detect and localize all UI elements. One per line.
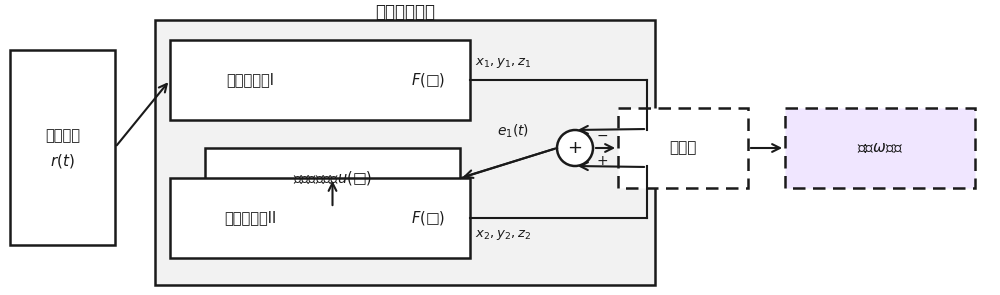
- Bar: [10, 50, 115, 245]
- Text: $F($□$)$: $F($□$)$: [411, 71, 445, 89]
- Text: 频率$\omega$估计: 频率$\omega$估计: [857, 140, 903, 155]
- Text: $-$: $-$: [596, 128, 608, 142]
- Text: 混沌子系统I: 混沌子系统I: [226, 73, 274, 88]
- Text: $+$: $+$: [596, 154, 608, 168]
- Text: $x_1, y_1, z_1$: $x_1, y_1, z_1$: [475, 56, 531, 70]
- Text: 混沌同步系统: 混沌同步系统: [375, 3, 435, 21]
- Text: $F($□$)$: $F($□$)$: [411, 209, 445, 227]
- Text: $+$: $+$: [567, 139, 583, 157]
- Text: $r(t)$: $r(t)$: [50, 153, 75, 171]
- Bar: [170, 40, 470, 120]
- Text: $e_1(t)$: $e_1(t)$: [497, 123, 530, 140]
- Bar: [170, 178, 470, 258]
- Bar: [785, 108, 975, 188]
- Text: 待测信号: 待测信号: [45, 128, 80, 143]
- Circle shape: [557, 130, 593, 166]
- Bar: [205, 148, 460, 208]
- Bar: [618, 108, 748, 188]
- Text: 混沌子系统II: 混沌子系统II: [224, 211, 276, 225]
- Text: 自适应控制器$u($□$)$: 自适应控制器$u($□$)$: [293, 169, 372, 187]
- Bar: [155, 20, 655, 285]
- Text: 功率谱: 功率谱: [669, 140, 697, 155]
- Text: $x_2, y_2, z_2$: $x_2, y_2, z_2$: [475, 228, 531, 242]
